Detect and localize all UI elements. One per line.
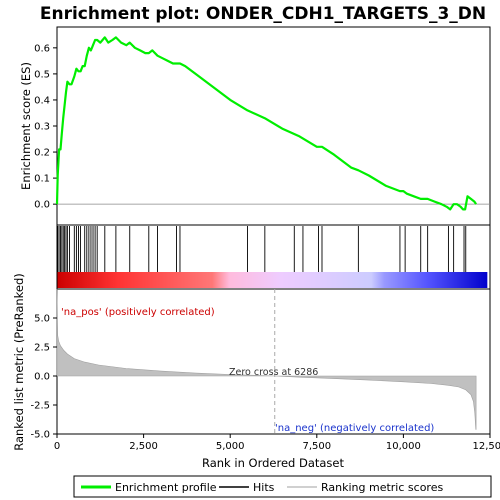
- legend-label-hits: Hits: [253, 481, 275, 494]
- metric-ytick-label: 0.0: [34, 372, 50, 383]
- metric-ytick-label: 2.5: [34, 343, 50, 354]
- es-ytick-label: 0.3: [34, 122, 50, 133]
- legend-label-enrichment: Enrichment profile: [115, 481, 217, 494]
- hits-panel: [57, 226, 488, 288]
- es-ytick-label: 0.5: [34, 69, 50, 80]
- metric-ytick-label: -5.0: [30, 430, 50, 441]
- es-ytick-label: 0.6: [34, 43, 50, 54]
- metric-panel: 'na_pos' (positively correlated) Zero cro…: [30, 288, 500, 452]
- x-tick-label: 0: [54, 441, 60, 452]
- x-tick-label: 7,500: [302, 441, 331, 452]
- legend-label-ranking: Ranking metric scores: [321, 481, 443, 494]
- x-tick-label: 5,000: [216, 441, 245, 452]
- es-panel: 0.0 0.1 0.2 0.3 0.4 0.5 0.6: [34, 36, 490, 211]
- metric-axis-label: Ranked list metric (PreRanked): [12, 273, 26, 451]
- ranking-metric-area: [56, 288, 477, 430]
- chart-title: Enrichment plot: ONDER_CDH1_TARGETS_3_DN: [40, 4, 486, 24]
- es-axis-label: Enrichment score (ES): [19, 62, 33, 190]
- metric-ytick-label: -2.5: [30, 401, 50, 412]
- es-ytick-label: 0.0: [34, 200, 50, 211]
- x-tick-label: 10,000: [386, 441, 421, 452]
- es-ytick-label: 0.1: [34, 174, 50, 185]
- annotation-na-neg: 'na_neg' (negatively correlated): [275, 423, 434, 434]
- annotation-na-pos: 'na_pos' (positively correlated): [61, 307, 215, 318]
- metric-ytick-label: 5.0: [34, 314, 50, 325]
- es-ytick-label: 0.2: [34, 148, 50, 159]
- ranked-heatmap-bar: [57, 272, 488, 288]
- es-ytick-label: 0.4: [34, 95, 50, 106]
- x-axis-label: Rank in Ordered Dataset: [202, 456, 345, 470]
- annotation-zero-cross: Zero cross at 6286: [229, 367, 318, 378]
- x-tick-label: 2,500: [129, 441, 158, 452]
- x-tick-label: 12,500: [473, 441, 500, 452]
- legend: Enrichment profile Hits Ranking metric s…: [73, 475, 492, 498]
- legend-box: [73, 475, 492, 498]
- enrichment-profile-line: [55, 36, 478, 211]
